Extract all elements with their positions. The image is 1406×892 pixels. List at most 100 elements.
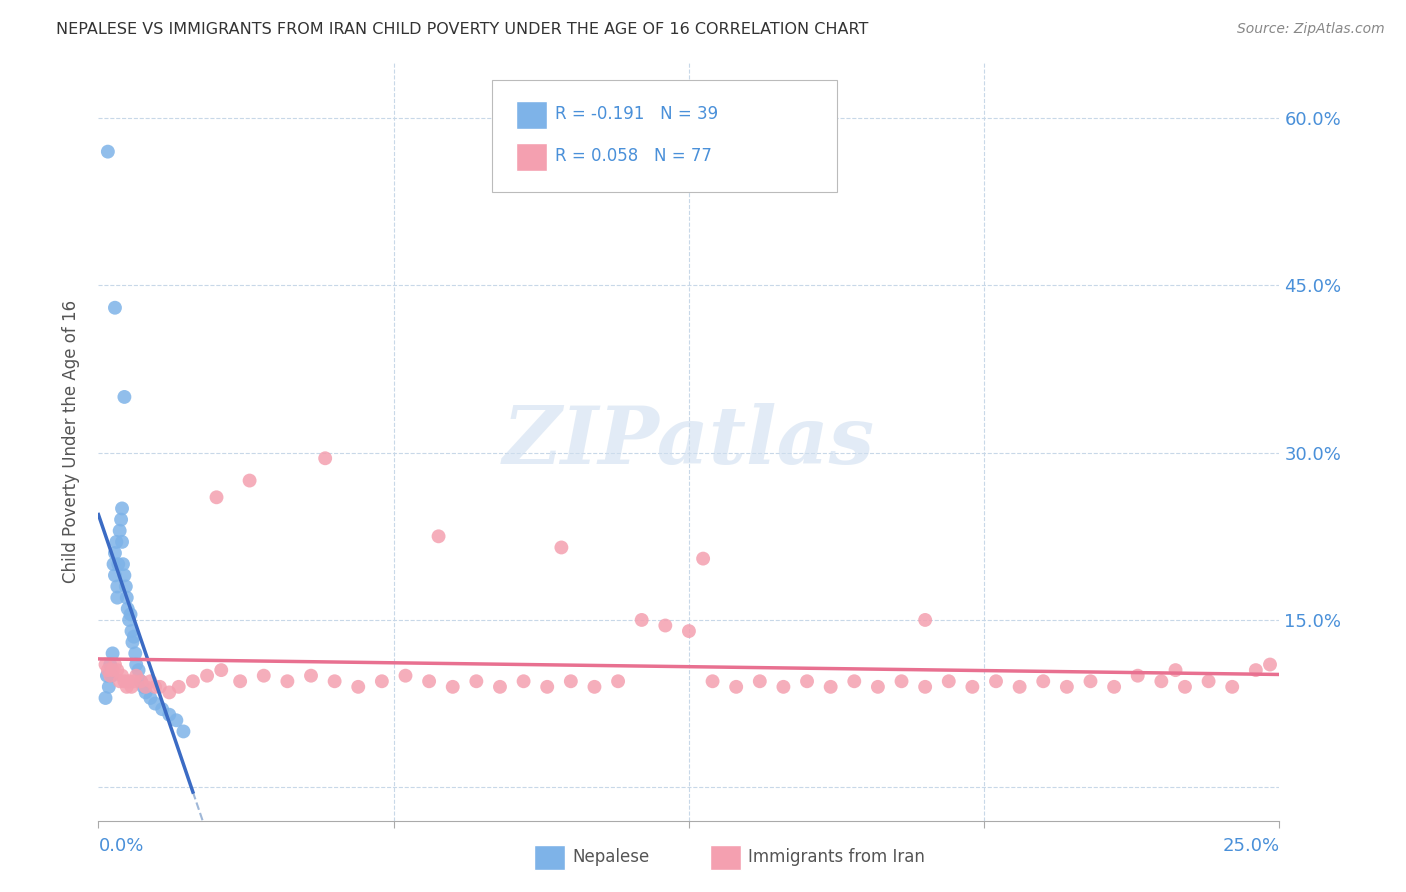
Point: [1150, 674, 1173, 689]
Point: [748, 674, 770, 689]
Point: [108, 674, 131, 689]
Point: [371, 674, 394, 689]
Point: [550, 541, 572, 555]
Point: [117, 602, 139, 616]
Point: [229, 674, 252, 689]
Point: [104, 657, 127, 672]
Point: [394, 669, 416, 683]
Point: [97, 145, 120, 159]
Point: [128, 663, 150, 677]
Point: [111, 534, 134, 549]
Point: [105, 591, 128, 605]
Point: [104, 568, 127, 582]
Point: [139, 690, 162, 705]
Point: [890, 674, 912, 689]
Point: [165, 714, 187, 728]
Point: [1244, 663, 1267, 677]
Point: [135, 680, 157, 694]
Point: [914, 613, 936, 627]
Point: [121, 680, 143, 694]
Text: Immigrants from Iran: Immigrants from Iran: [748, 848, 925, 866]
Point: [323, 674, 346, 689]
Point: [96, 669, 118, 683]
Point: [125, 669, 148, 683]
Point: [105, 534, 128, 549]
Point: [135, 685, 157, 699]
Point: [299, 669, 322, 683]
Point: [114, 580, 136, 594]
Point: [157, 685, 180, 699]
Point: [427, 529, 450, 543]
Text: 0.0%: 0.0%: [98, 838, 143, 855]
Point: [139, 674, 162, 689]
Point: [1102, 680, 1125, 694]
Point: [120, 607, 142, 622]
Point: [118, 613, 141, 627]
Text: Source: ZipAtlas.com: Source: ZipAtlas.com: [1237, 22, 1385, 37]
Point: [1080, 674, 1102, 689]
Point: [702, 674, 724, 689]
Point: [465, 674, 488, 689]
Text: R = -0.191   N = 39: R = -0.191 N = 39: [555, 105, 718, 123]
Point: [157, 707, 180, 722]
Point: [98, 669, 121, 683]
Point: [110, 512, 132, 526]
Point: [1220, 680, 1243, 694]
Point: [1258, 657, 1281, 672]
Point: [150, 702, 173, 716]
Point: [94, 657, 117, 672]
Point: [108, 524, 131, 538]
Point: [844, 674, 866, 689]
Point: [489, 680, 512, 694]
Point: [115, 591, 138, 605]
Point: [105, 580, 128, 594]
Point: [112, 674, 135, 689]
Text: R = 0.058   N = 77: R = 0.058 N = 77: [555, 147, 713, 165]
Point: [167, 680, 190, 694]
Point: [1032, 674, 1054, 689]
Point: [105, 663, 128, 677]
Point: [125, 657, 148, 672]
Point: [172, 724, 194, 739]
Point: [692, 551, 714, 566]
Point: [205, 490, 228, 504]
Point: [938, 674, 960, 689]
Point: [209, 663, 232, 677]
Point: [1174, 680, 1197, 694]
Point: [820, 680, 842, 694]
Point: [253, 669, 276, 683]
Point: [314, 451, 336, 466]
Point: [772, 680, 794, 694]
Text: NEPALESE VS IMMIGRANTS FROM IRAN CHILD POVERTY UNDER THE AGE OF 16 CORRELATION C: NEPALESE VS IMMIGRANTS FROM IRAN CHILD P…: [56, 22, 869, 37]
Point: [104, 546, 127, 560]
Point: [560, 674, 582, 689]
Point: [149, 680, 172, 694]
Point: [914, 680, 936, 694]
Point: [1008, 680, 1031, 694]
Point: [129, 674, 152, 689]
Text: Nepalese: Nepalese: [572, 848, 650, 866]
Point: [678, 624, 700, 639]
Point: [121, 635, 143, 649]
Point: [100, 669, 122, 683]
Point: [195, 669, 218, 683]
Point: [796, 674, 818, 689]
Point: [1056, 680, 1078, 694]
Y-axis label: Child Poverty Under the Age of 16: Child Poverty Under the Age of 16: [62, 300, 80, 583]
Point: [111, 557, 134, 572]
Point: [129, 674, 152, 689]
Point: [512, 674, 534, 689]
Point: [536, 680, 558, 694]
Point: [111, 669, 134, 683]
Point: [181, 674, 204, 689]
Text: 25.0%: 25.0%: [1222, 838, 1279, 855]
Point: [1126, 669, 1149, 683]
Point: [143, 697, 166, 711]
Point: [630, 613, 652, 627]
Point: [725, 680, 748, 694]
Point: [104, 301, 127, 315]
Point: [122, 630, 145, 644]
Point: [962, 680, 984, 694]
Point: [107, 557, 129, 572]
Point: [654, 618, 676, 632]
